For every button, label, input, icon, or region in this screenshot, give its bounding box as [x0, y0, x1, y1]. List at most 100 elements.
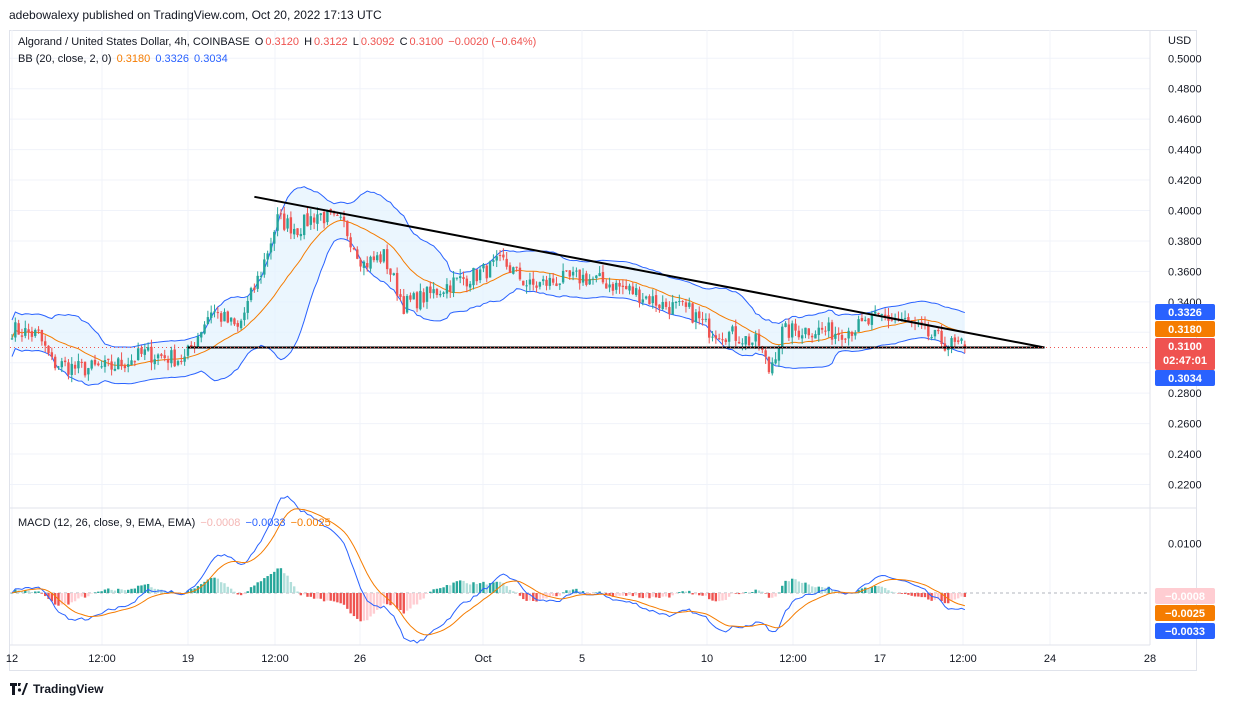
candle-body	[694, 312, 698, 323]
candle	[641, 293, 644, 306]
candle-body	[293, 228, 296, 235]
candle	[412, 291, 415, 300]
candle	[495, 250, 498, 268]
macd-histogram-bar	[289, 581, 293, 593]
macd-histogram-bar	[943, 593, 947, 604]
candle	[435, 287, 439, 298]
candle-body	[671, 302, 674, 315]
macd-histogram-bar	[449, 585, 452, 593]
candle	[452, 271, 455, 298]
price-tag: 0.3180	[1155, 321, 1215, 337]
publisher-line: adebowalexy published on TradingView.com…	[9, 8, 382, 22]
candle	[180, 354, 183, 365]
tradingview-brand[interactable]: TradingView	[10, 682, 103, 696]
macd-histogram-bar	[910, 593, 913, 596]
macd-histogram-bar	[777, 592, 781, 594]
candle	[515, 266, 518, 272]
macd-histogram-bar	[246, 591, 249, 593]
macd-histogram-bar	[601, 592, 605, 594]
price-tag-text: 0.3100	[1168, 341, 1202, 353]
macd-histogram-bar	[146, 583, 150, 593]
candle-body	[757, 333, 761, 346]
candle	[585, 270, 588, 287]
macd-histogram-bar	[542, 593, 545, 599]
candle-body	[784, 323, 787, 328]
candle-body	[621, 285, 625, 287]
price-tick-label: 0.5000	[1168, 53, 1202, 65]
candle-body	[717, 338, 721, 340]
macd-histogram-bar	[269, 574, 273, 593]
candle	[724, 337, 727, 345]
candle-body	[824, 330, 827, 332]
candle-body	[243, 312, 246, 321]
candle	[133, 360, 137, 367]
candle-body	[80, 361, 83, 364]
candle	[306, 206, 309, 227]
candle-body	[27, 329, 30, 333]
candle	[376, 251, 379, 263]
change-value: −0.0020 (−0.64%)	[448, 36, 537, 48]
candle-body	[814, 334, 817, 339]
macd-histogram-bar	[10, 593, 14, 594]
price-axis[interactable]: USD 0.5000 0.4800 0.4600 0.4400 0.4200 0.4000 0…	[1168, 35, 1202, 551]
macd-histogram-bar	[870, 587, 874, 593]
candle	[346, 220, 349, 240]
candle-body	[123, 365, 127, 369]
candle-body	[774, 359, 777, 364]
candle	[269, 237, 273, 260]
macd-histogram-bar	[412, 593, 415, 605]
candle	[502, 248, 505, 261]
candle-body	[379, 254, 382, 263]
candle	[203, 321, 206, 335]
candle-body	[342, 216, 346, 221]
candle-body	[319, 213, 322, 216]
symbol-legend: Algorand / United States Dollar, 4h, COI…	[18, 36, 538, 48]
candle	[352, 246, 356, 251]
macd-histogram-bar	[336, 593, 339, 603]
macd-histogram-bar	[694, 593, 698, 595]
candle-body	[445, 284, 449, 294]
candle	[960, 337, 963, 344]
candle-body	[548, 277, 552, 286]
time-tick-label: 26	[354, 653, 366, 665]
macd-histogram-bar	[392, 593, 395, 605]
candle-body	[850, 331, 854, 336]
candle-body	[256, 275, 259, 289]
candle	[173, 344, 176, 368]
candle	[661, 295, 664, 311]
candle	[289, 211, 293, 240]
candle	[143, 343, 146, 361]
candle	[538, 281, 542, 290]
candle-body	[449, 285, 452, 292]
candle-body	[289, 217, 293, 234]
candle-body	[903, 317, 907, 319]
candle-body	[53, 356, 57, 369]
candle-body	[940, 330, 943, 344]
macd-histogram-bar	[352, 593, 356, 617]
macd-histogram-bar	[751, 592, 754, 593]
candle-body	[854, 332, 857, 336]
macd-histogram-bar	[442, 587, 445, 593]
candle	[30, 326, 34, 342]
macd-histogram-bar	[20, 591, 24, 593]
trendlines[interactable]	[10, 195, 1150, 349]
candle-body	[259, 275, 263, 278]
macd-histogram-bar	[302, 593, 306, 595]
macd-histogram-bar	[223, 583, 226, 593]
candle	[674, 300, 678, 309]
candle	[449, 280, 452, 298]
candle-body	[505, 258, 508, 267]
macd-signal-line	[11, 508, 965, 636]
candle-body	[37, 329, 40, 331]
candle-body	[349, 237, 352, 248]
candle-body	[402, 296, 405, 314]
macd-histogram-bar	[362, 593, 366, 621]
macd-histogram-bar	[253, 585, 256, 593]
candle-body	[947, 347, 950, 351]
candle	[847, 327, 850, 346]
macd-histogram-bar	[409, 593, 412, 609]
macd-histogram-bar	[621, 593, 625, 596]
time-axis[interactable]: 12 12:00 19 12:00 26 Oct 5 10 12:00 17 12:00 24 28	[6, 653, 1156, 665]
candle	[701, 311, 704, 326]
